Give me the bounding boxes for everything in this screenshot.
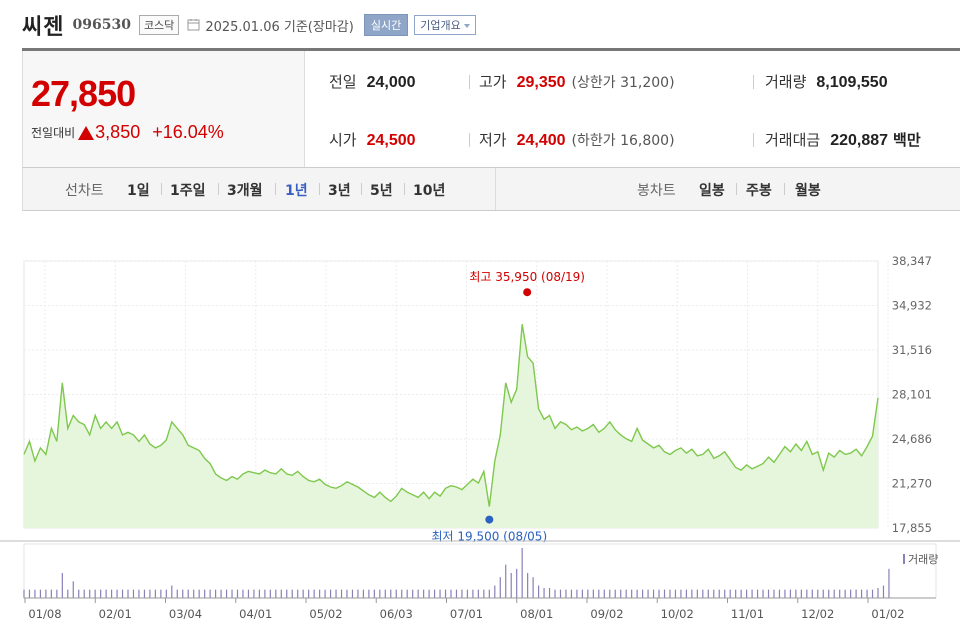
period-1y[interactable]: 1년 xyxy=(285,183,308,199)
high-marker xyxy=(523,288,532,297)
open-value: 24,500 xyxy=(366,132,416,149)
volume-value: 8,109,550 xyxy=(816,74,888,91)
stat-high: 고가 29,350 (상한가 31,200) xyxy=(479,71,675,92)
x-tick-label: 09/02 xyxy=(590,607,623,621)
calendar-icon xyxy=(187,19,200,31)
lower-limit: (하한가 16,800) xyxy=(571,133,675,149)
line-chart-label: 선차트 xyxy=(65,183,104,199)
stat-low: 저가 24,400 (하한가 16,800) xyxy=(479,129,675,150)
y-tick-label: 34,932 xyxy=(892,299,932,313)
realtime-button[interactable]: 실시간 xyxy=(363,14,409,36)
toolbar-separator xyxy=(736,183,737,195)
x-tick-label: 12/02 xyxy=(801,607,834,621)
y-tick-label: 31,516 xyxy=(892,343,932,357)
upper-limit: (상한가 31,200) xyxy=(571,75,675,91)
prev-close-label: 전일 xyxy=(329,73,357,91)
current-price: 27,850 xyxy=(31,73,136,114)
y-tick-label: 24,686 xyxy=(892,432,932,446)
stat-prev-close: 전일 24,000 xyxy=(329,71,416,92)
stat-divider xyxy=(753,133,754,147)
toolbar-separator xyxy=(361,183,362,195)
x-tick-label: 10/02 xyxy=(661,607,694,621)
chevron-down-icon xyxy=(463,24,470,28)
x-tick-label: 01/08 xyxy=(28,607,61,621)
price-area-fill xyxy=(24,324,878,528)
toolbar-separator xyxy=(218,183,219,195)
stat-amount: 거래대금 220,887 백만 xyxy=(765,129,921,150)
company-overview-label: 기업개요 xyxy=(420,19,461,32)
low-value: 24,400 xyxy=(516,132,566,149)
stat-divider xyxy=(469,75,470,89)
chart-toolbar: 선차트 1일 1주일 3개월 1년 3년 5년 10년 봉차트 일봉 주봉 월봉 xyxy=(22,168,960,211)
candle-monthly[interactable]: 월봉 xyxy=(795,183,821,199)
stat-open: 시가 24,500 xyxy=(329,129,416,150)
high-label: 고가 xyxy=(479,73,507,91)
low-marker xyxy=(485,515,494,524)
quote-panel: 27,850 전일대비 3,850 +16.04% 전일 24,000 고가 2… xyxy=(22,51,960,168)
x-tick-label: 06/03 xyxy=(380,607,413,621)
stat-divider xyxy=(753,75,754,89)
high-annotation: 최고 35,950 (08/19) xyxy=(469,270,585,284)
x-tick-label: 07/01 xyxy=(450,607,483,621)
y-tick-label: 28,101 xyxy=(892,388,932,402)
toolbar-separator xyxy=(275,183,276,195)
high-value: 29,350 xyxy=(516,74,566,91)
x-tick-label: 02/01 xyxy=(99,607,132,621)
amount-unit: 백만 xyxy=(893,131,921,149)
stock-code: 096530 xyxy=(72,17,131,33)
toolbar-separator xyxy=(404,183,405,195)
market-badge: 코스닥 xyxy=(138,15,180,35)
base-date: 2025.01.06 기준(장마감) xyxy=(205,19,354,35)
stock-header: 씨젠 096530 코스닥 2025.01.06 기준(장마감) 실시간 기업개… xyxy=(22,8,476,42)
amount-value: 220,887 xyxy=(830,132,889,149)
x-tick-label: 11/01 xyxy=(731,607,764,621)
toolbar-separator xyxy=(319,183,320,195)
x-tick-label: 05/02 xyxy=(309,607,342,621)
y-tick-label: 17,855 xyxy=(892,521,932,535)
period-3m[interactable]: 3개월 xyxy=(227,183,263,199)
stat-divider xyxy=(469,133,470,147)
toolbar-divider xyxy=(495,168,496,210)
change-value: 3,850 xyxy=(95,122,141,142)
period-3y[interactable]: 3년 xyxy=(328,183,351,199)
toolbar-separator xyxy=(784,183,785,195)
stat-volume: 거래량 8,109,550 xyxy=(765,71,888,92)
change-row: 전일대비 3,850 +16.04% xyxy=(31,122,224,143)
stock-name: 씨젠 xyxy=(22,15,65,40)
period-1d[interactable]: 1일 xyxy=(127,183,150,199)
period-5y[interactable]: 5년 xyxy=(370,183,393,199)
period-10y[interactable]: 10년 xyxy=(413,183,446,199)
candle-daily[interactable]: 일봉 xyxy=(699,183,725,199)
x-tick-label: 03/04 xyxy=(169,607,202,621)
prev-close-value: 24,000 xyxy=(366,74,416,91)
toolbar-separator xyxy=(161,183,162,195)
volume-legend-swatch xyxy=(903,554,905,564)
x-tick-label: 01/02 xyxy=(871,607,904,621)
volume-label: 거래량 xyxy=(765,73,807,91)
y-tick-label: 21,270 xyxy=(892,477,932,491)
open-label: 시가 xyxy=(329,131,357,149)
up-triangle-icon xyxy=(78,125,95,140)
low-annotation: 최저 19,500 (08/05) xyxy=(431,530,547,544)
company-overview-dropdown[interactable]: 기업개요 xyxy=(414,15,476,35)
price-box: 27,850 전일대비 3,850 +16.04% xyxy=(23,51,305,167)
y-tick-label: 38,347 xyxy=(892,254,932,268)
price-chart: 38,347 34,932 31,516 28,101 24,686 21,270 17,8… xyxy=(0,240,960,639)
low-label: 저가 xyxy=(479,131,507,149)
amount-label: 거래대금 xyxy=(765,131,821,149)
volume-legend-label: 거래량 xyxy=(908,553,938,566)
header-divider xyxy=(22,48,960,51)
candle-chart-label: 봉차트 xyxy=(637,183,676,199)
period-1w[interactable]: 1주일 xyxy=(170,183,206,199)
change-label: 전일대비 xyxy=(31,126,76,140)
candle-weekly[interactable]: 주봉 xyxy=(746,183,772,199)
price-line xyxy=(23,324,879,507)
x-tick-label: 04/01 xyxy=(239,607,272,621)
price-chart-svg: 38,347 34,932 31,516 28,101 24,686 21,270 17,8… xyxy=(0,254,960,621)
change-percent: +16.04% xyxy=(152,122,224,142)
x-tick-label: 08/01 xyxy=(520,607,553,621)
